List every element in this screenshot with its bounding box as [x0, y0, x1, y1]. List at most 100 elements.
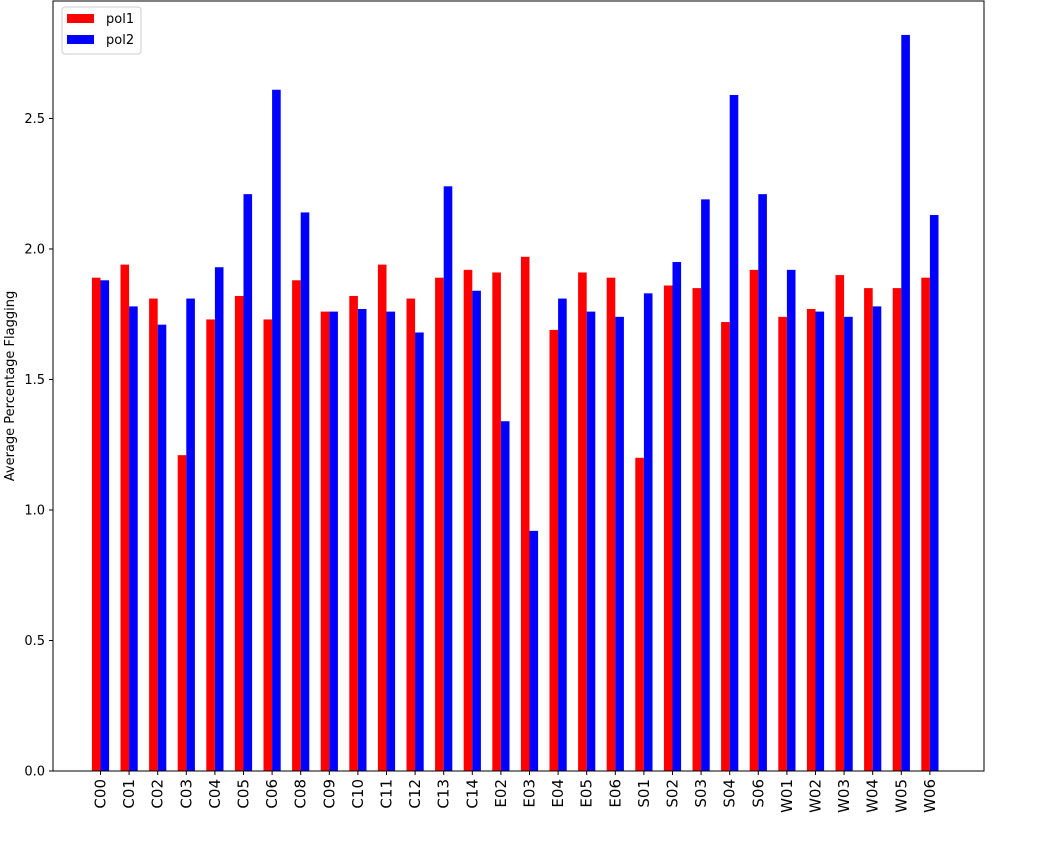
- bar-pol2-C09: [329, 311, 338, 771]
- bar-pol1-W02: [806, 309, 816, 771]
- bar-pol2-S06: [758, 194, 767, 771]
- bar-pol1-C11: [377, 264, 387, 771]
- y-tick-label: 1.0: [24, 503, 45, 518]
- bar-pol2-C00: [100, 280, 110, 771]
- x-tick-label: C13: [435, 779, 453, 809]
- x-tick-label: W05: [892, 779, 910, 813]
- bar-pol1-E04: [549, 329, 559, 771]
- bar-pol2-W06: [929, 215, 939, 771]
- bar-pol1-C13: [435, 277, 444, 771]
- bar-pol1-C06: [263, 319, 273, 771]
- bar-pol2-E03: [529, 530, 539, 771]
- x-tick-label: E04: [549, 779, 567, 808]
- bar-pol1-W05: [892, 288, 902, 771]
- bar-pol2-C08: [300, 212, 310, 772]
- bar-pol2-S02: [672, 262, 682, 771]
- bar-pol1-C08: [292, 280, 301, 771]
- y-tick-label: 1.5: [24, 373, 45, 388]
- x-tick-label: E06: [606, 779, 624, 808]
- bar-pol2-W05: [901, 34, 910, 772]
- bar-pol2-C12: [415, 332, 424, 771]
- bar-pol2-C04: [214, 267, 224, 771]
- x-tick-label: E05: [578, 779, 596, 808]
- x-tick-label: W04: [864, 779, 882, 813]
- plot-frame: [52, 0, 985, 772]
- bar-pol1-E06: [606, 277, 616, 771]
- y-axis-label: Average Percentage Flagging: [3, 291, 18, 481]
- axes-layer: 0.0 0.5 1.0 1.5 2.0 2.5 C00 C01 C02 C03 C04 C05 C06 C…: [24, 0, 985, 813]
- x-tick-label: C06: [263, 779, 281, 809]
- legend: pol1 pol2: [61, 6, 142, 55]
- bar-pol2-E02: [500, 421, 510, 771]
- bar-pol1-C02: [149, 298, 158, 771]
- bar-pol2-C11: [386, 311, 396, 771]
- bar-pol1-C14: [463, 269, 473, 771]
- legend-swatch-pol1: [67, 14, 94, 23]
- bar-pol2-C14: [472, 290, 481, 771]
- x-tick-label: W02: [807, 779, 825, 813]
- bar-pol1-E02: [492, 272, 501, 771]
- bar-pol2-E05: [586, 311, 596, 771]
- y-tick-label: 0.5: [24, 634, 45, 649]
- bar-pol2-C06: [272, 89, 281, 771]
- bar-pol1-C09: [320, 311, 330, 771]
- legend-label-pol2: pol2: [106, 33, 134, 48]
- y-tick-label: 2.5: [24, 112, 45, 127]
- bar-pol2-C13: [443, 186, 453, 771]
- x-tick-label: C00: [92, 779, 110, 809]
- x-tick-label: C03: [177, 779, 195, 809]
- x-tick-label: C04: [206, 779, 224, 809]
- x-tick-label: W01: [778, 779, 796, 813]
- x-tick-label: E03: [521, 779, 539, 808]
- x-tick-label: S06: [749, 779, 767, 808]
- x-tick-label: C01: [120, 779, 138, 809]
- bar-pol2-C02: [157, 324, 167, 771]
- bar-pol1-S04: [721, 322, 730, 771]
- bar-pol1-C10: [349, 295, 358, 771]
- x-tick-label: C02: [149, 779, 167, 809]
- bar-pol2-C03: [186, 298, 195, 771]
- x-tick-label: W06: [921, 779, 939, 813]
- bar-pol2-E04: [558, 298, 567, 771]
- bar-pol1-C03: [177, 455, 187, 771]
- x-tick-label: C10: [349, 779, 367, 809]
- bar-pol1-C05: [234, 295, 244, 771]
- bar-pol2-S01: [643, 293, 653, 771]
- bar-pol2-W04: [872, 306, 882, 771]
- x-tick-label: S03: [692, 779, 710, 808]
- x-tick-label: S02: [664, 779, 682, 808]
- legend-swatch-pol2: [67, 35, 94, 44]
- bar-pol2-E06: [615, 316, 624, 771]
- x-tick-label: S01: [635, 779, 653, 808]
- bar-pol1-S06: [749, 269, 759, 771]
- bar-pol1-W04: [864, 288, 873, 771]
- bar-pol1-W01: [778, 316, 787, 771]
- bar-pol1-C12: [406, 298, 416, 771]
- bars-layer: [91, 34, 939, 772]
- bar-pol1-W03: [835, 275, 845, 771]
- bar-pol2-C05: [243, 194, 253, 771]
- x-tick-label: C05: [235, 779, 253, 809]
- x-tick-label: S04: [721, 779, 739, 808]
- bar-pol1-S03: [692, 288, 702, 771]
- y-tick-label: 0.0: [24, 765, 45, 780]
- bar-pol2-C10: [357, 309, 367, 771]
- bar-pol2-W02: [815, 311, 825, 771]
- bar-pol1-W06: [921, 277, 930, 771]
- bar-pol2-W03: [844, 316, 853, 771]
- x-tick-label: E02: [492, 779, 510, 808]
- bar-pol1-C04: [206, 319, 215, 771]
- x-tick-label: C08: [292, 779, 310, 809]
- bar-pol1-C01: [120, 264, 130, 771]
- x-tick-label: C14: [463, 779, 481, 809]
- legend-label-pol1: pol1: [106, 12, 134, 27]
- bar-pol2-C01: [129, 306, 138, 771]
- y-tick-label: 2.0: [24, 242, 45, 257]
- bar-pol1-C00: [91, 277, 101, 771]
- x-tick-label: C09: [320, 779, 338, 809]
- x-tick-label: C12: [406, 779, 424, 809]
- bar-pol2-S03: [701, 199, 710, 771]
- x-tick-label: C11: [378, 779, 396, 809]
- bar-pol1-S01: [635, 457, 644, 771]
